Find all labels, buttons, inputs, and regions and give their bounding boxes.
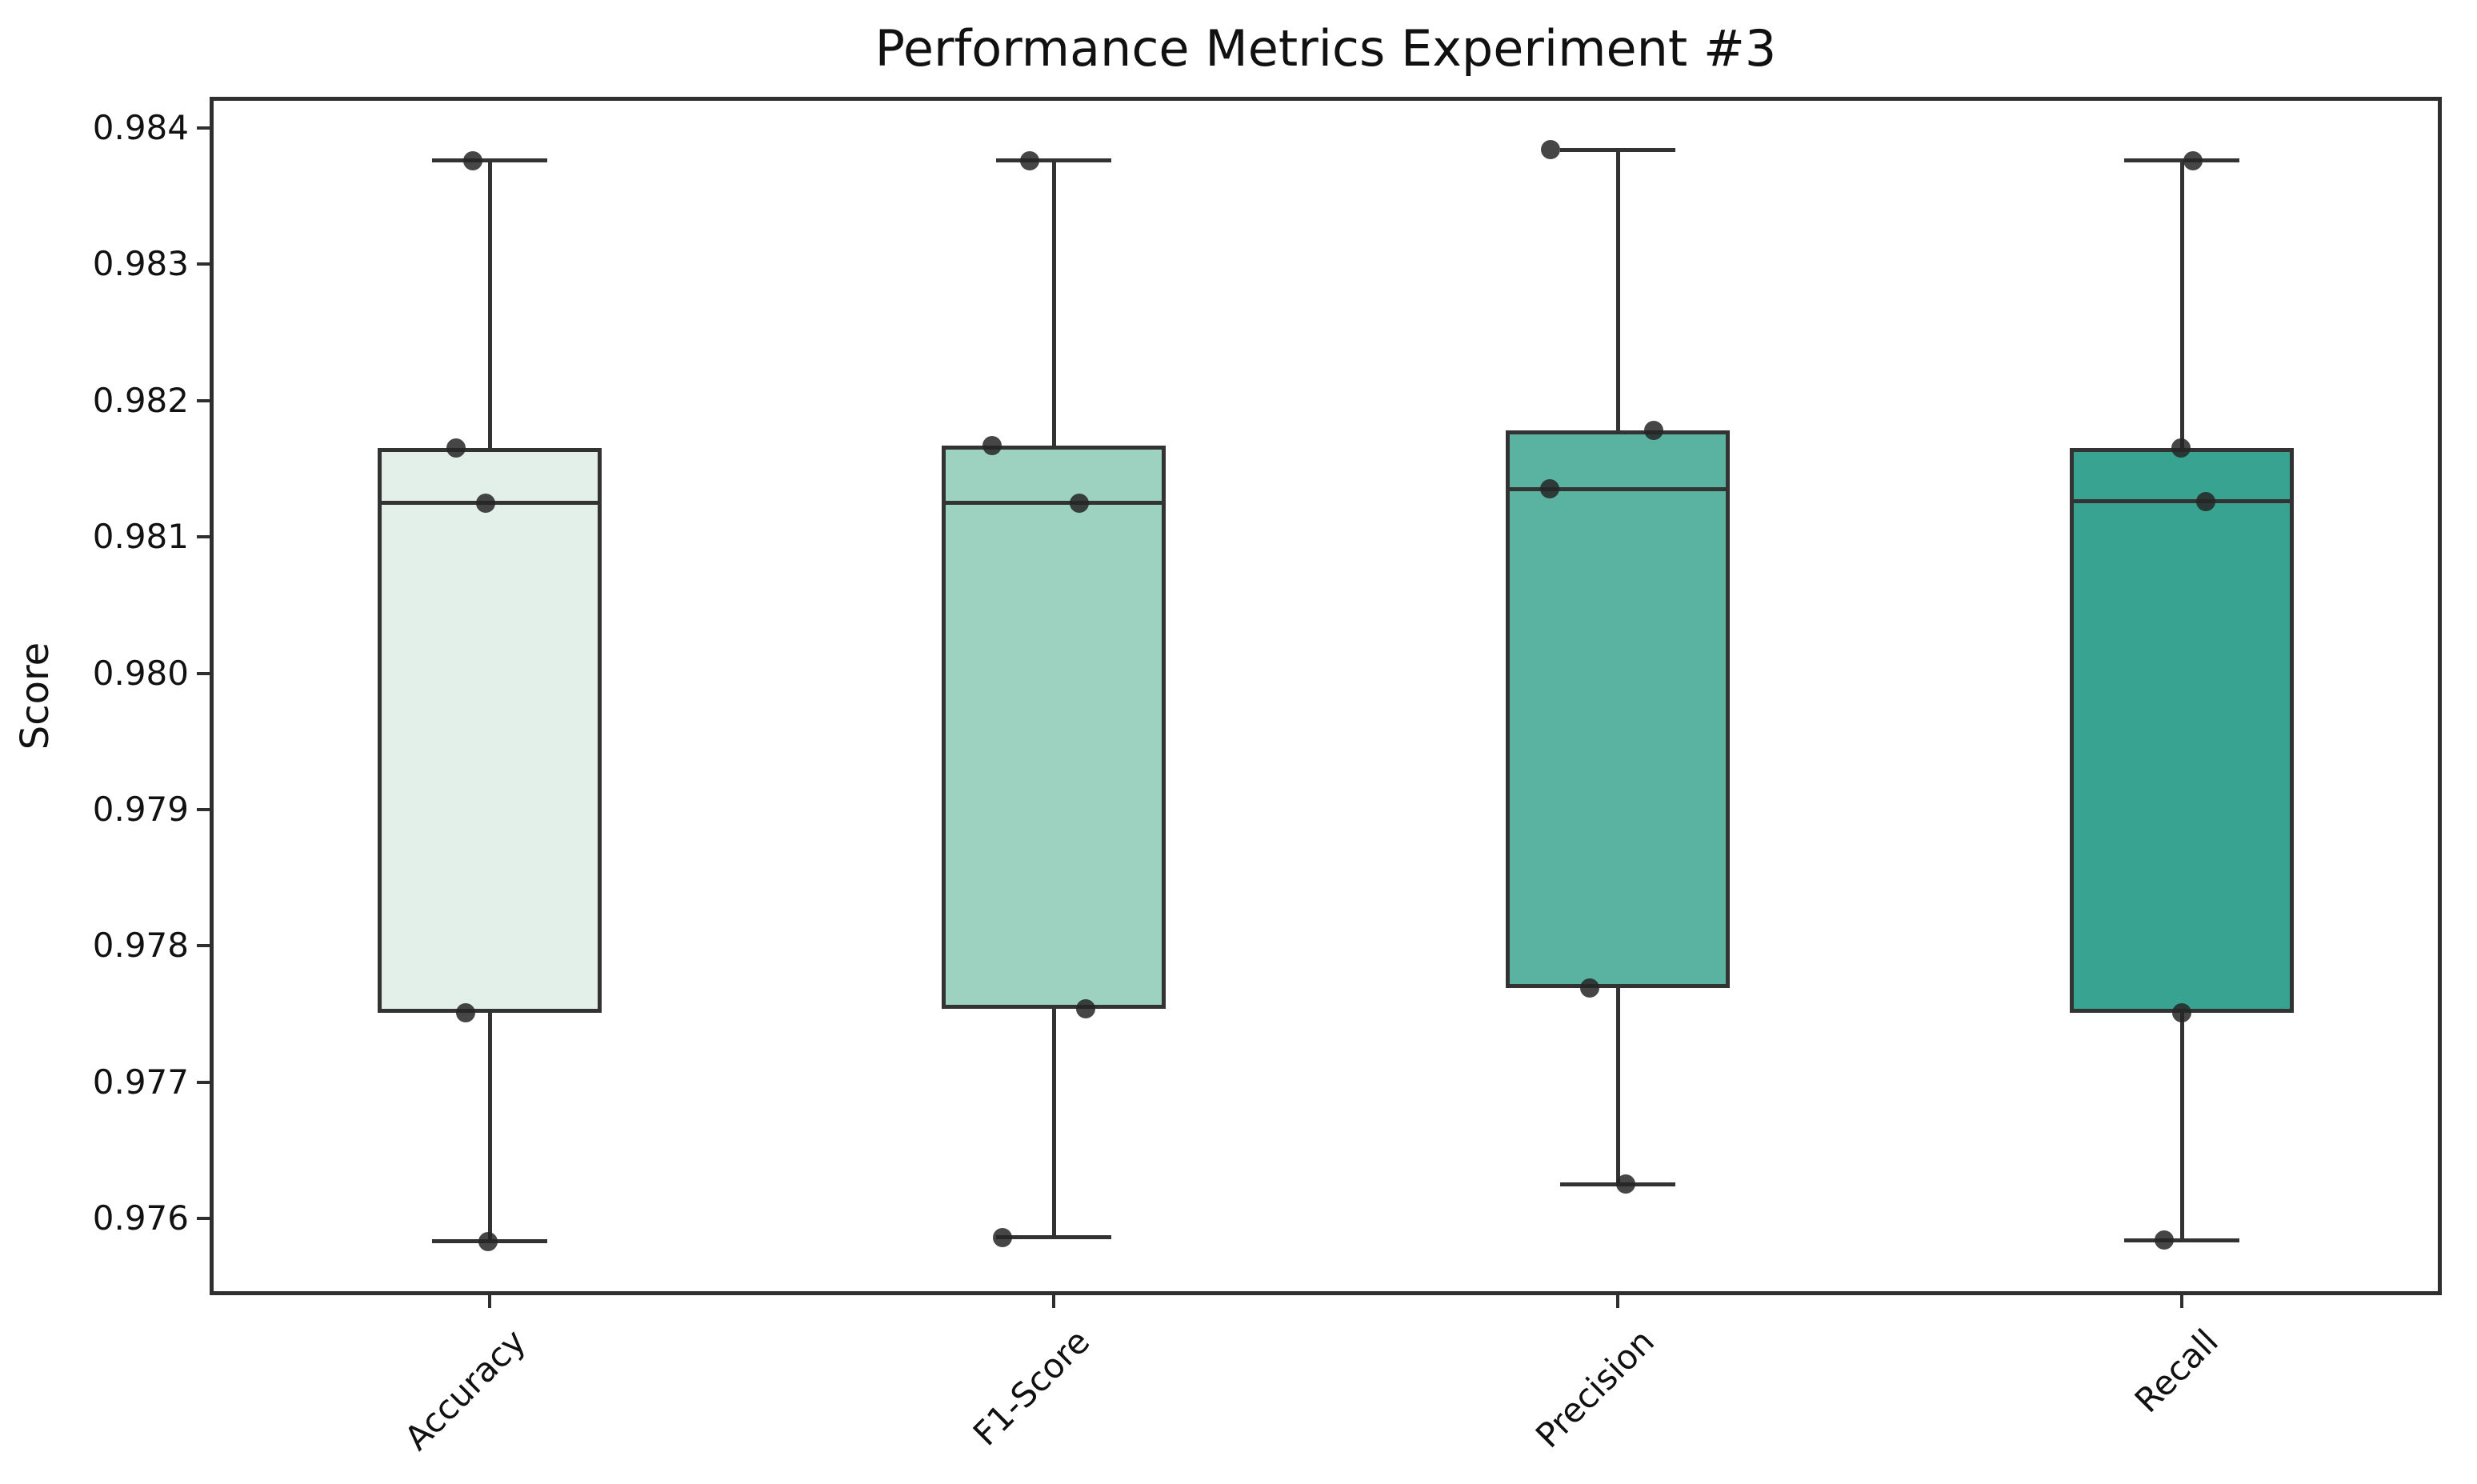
data-point <box>478 1231 498 1251</box>
y-tickmark <box>197 807 210 811</box>
y-tickmark <box>197 1080 210 1084</box>
y-tickmark <box>197 1217 210 1220</box>
box-f1-score <box>942 445 1166 1009</box>
y-tick-label: 0.984 <box>92 108 189 147</box>
box-accuracy <box>378 448 602 1013</box>
x-tickmark <box>1052 1295 1055 1308</box>
y-tickmark <box>197 262 210 266</box>
y-tickmark <box>197 944 210 948</box>
lower-whisker <box>2179 1012 2184 1241</box>
data-point <box>2183 150 2203 170</box>
x-tick-label: Precision <box>1527 1322 1662 1456</box>
box-recall <box>2070 448 2294 1013</box>
upper-whisker-cap <box>1560 147 1675 152</box>
data-point <box>2171 438 2191 458</box>
data-point <box>463 150 482 170</box>
data-point <box>446 438 466 458</box>
x-tick-label: F1-Score <box>966 1322 1098 1454</box>
data-point <box>1541 140 1560 160</box>
y-tick-label: 0.978 <box>92 926 189 966</box>
data-point <box>1076 998 1095 1018</box>
data-point <box>2172 1002 2191 1022</box>
y-tick-label: 0.981 <box>92 517 189 557</box>
upper-whisker <box>487 160 492 449</box>
data-point <box>982 435 1002 455</box>
data-point <box>2155 1230 2174 1250</box>
y-tick-label: 0.982 <box>92 380 189 420</box>
y-tick-label: 0.983 <box>92 244 189 284</box>
y-tickmark <box>197 398 210 402</box>
upper-whisker <box>2179 160 2184 449</box>
upper-whisker <box>1615 150 1620 431</box>
lower-whisker <box>487 1012 492 1242</box>
plot-area <box>210 97 2442 1295</box>
x-tickmark <box>2180 1295 2183 1308</box>
median-line <box>942 501 1166 506</box>
upper-whisker-cap <box>432 158 547 163</box>
data-point <box>1070 493 1089 513</box>
y-tick-label: 0.976 <box>92 1198 189 1238</box>
x-tickmark <box>1616 1295 1619 1308</box>
data-point <box>456 1002 475 1022</box>
lower-whisker <box>1615 988 1620 1185</box>
x-tick-label: Accuracy <box>397 1322 534 1458</box>
chart-title: Performance Metrics Experiment #3 <box>874 19 1777 78</box>
data-point <box>1020 150 1039 170</box>
box-precision <box>1506 430 1730 989</box>
data-point <box>2196 491 2215 511</box>
x-tick-label: Recall <box>2127 1322 2226 1421</box>
y-tick-label: 0.980 <box>92 653 189 693</box>
data-point <box>476 493 495 513</box>
lower-whisker <box>1051 1008 1056 1238</box>
y-tickmark <box>197 671 210 675</box>
upper-whisker-cap <box>996 158 1111 163</box>
upper-whisker-cap <box>2124 158 2239 163</box>
lower-whisker-cap <box>996 1235 1111 1240</box>
median-line <box>1506 486 1730 491</box>
y-tick-label: 0.977 <box>92 1062 189 1102</box>
upper-whisker <box>1051 160 1056 446</box>
data-point <box>1616 1174 1635 1194</box>
y-tickmark <box>197 535 210 539</box>
lower-whisker-cap <box>2124 1238 2239 1242</box>
median-line <box>2070 499 2294 504</box>
y-tick-label: 0.979 <box>92 789 189 829</box>
y-tickmark <box>197 126 210 130</box>
data-point <box>1644 421 1663 441</box>
data-point <box>1580 978 1599 998</box>
data-point <box>993 1227 1012 1247</box>
x-tickmark <box>488 1295 491 1308</box>
data-point <box>1540 479 1559 499</box>
